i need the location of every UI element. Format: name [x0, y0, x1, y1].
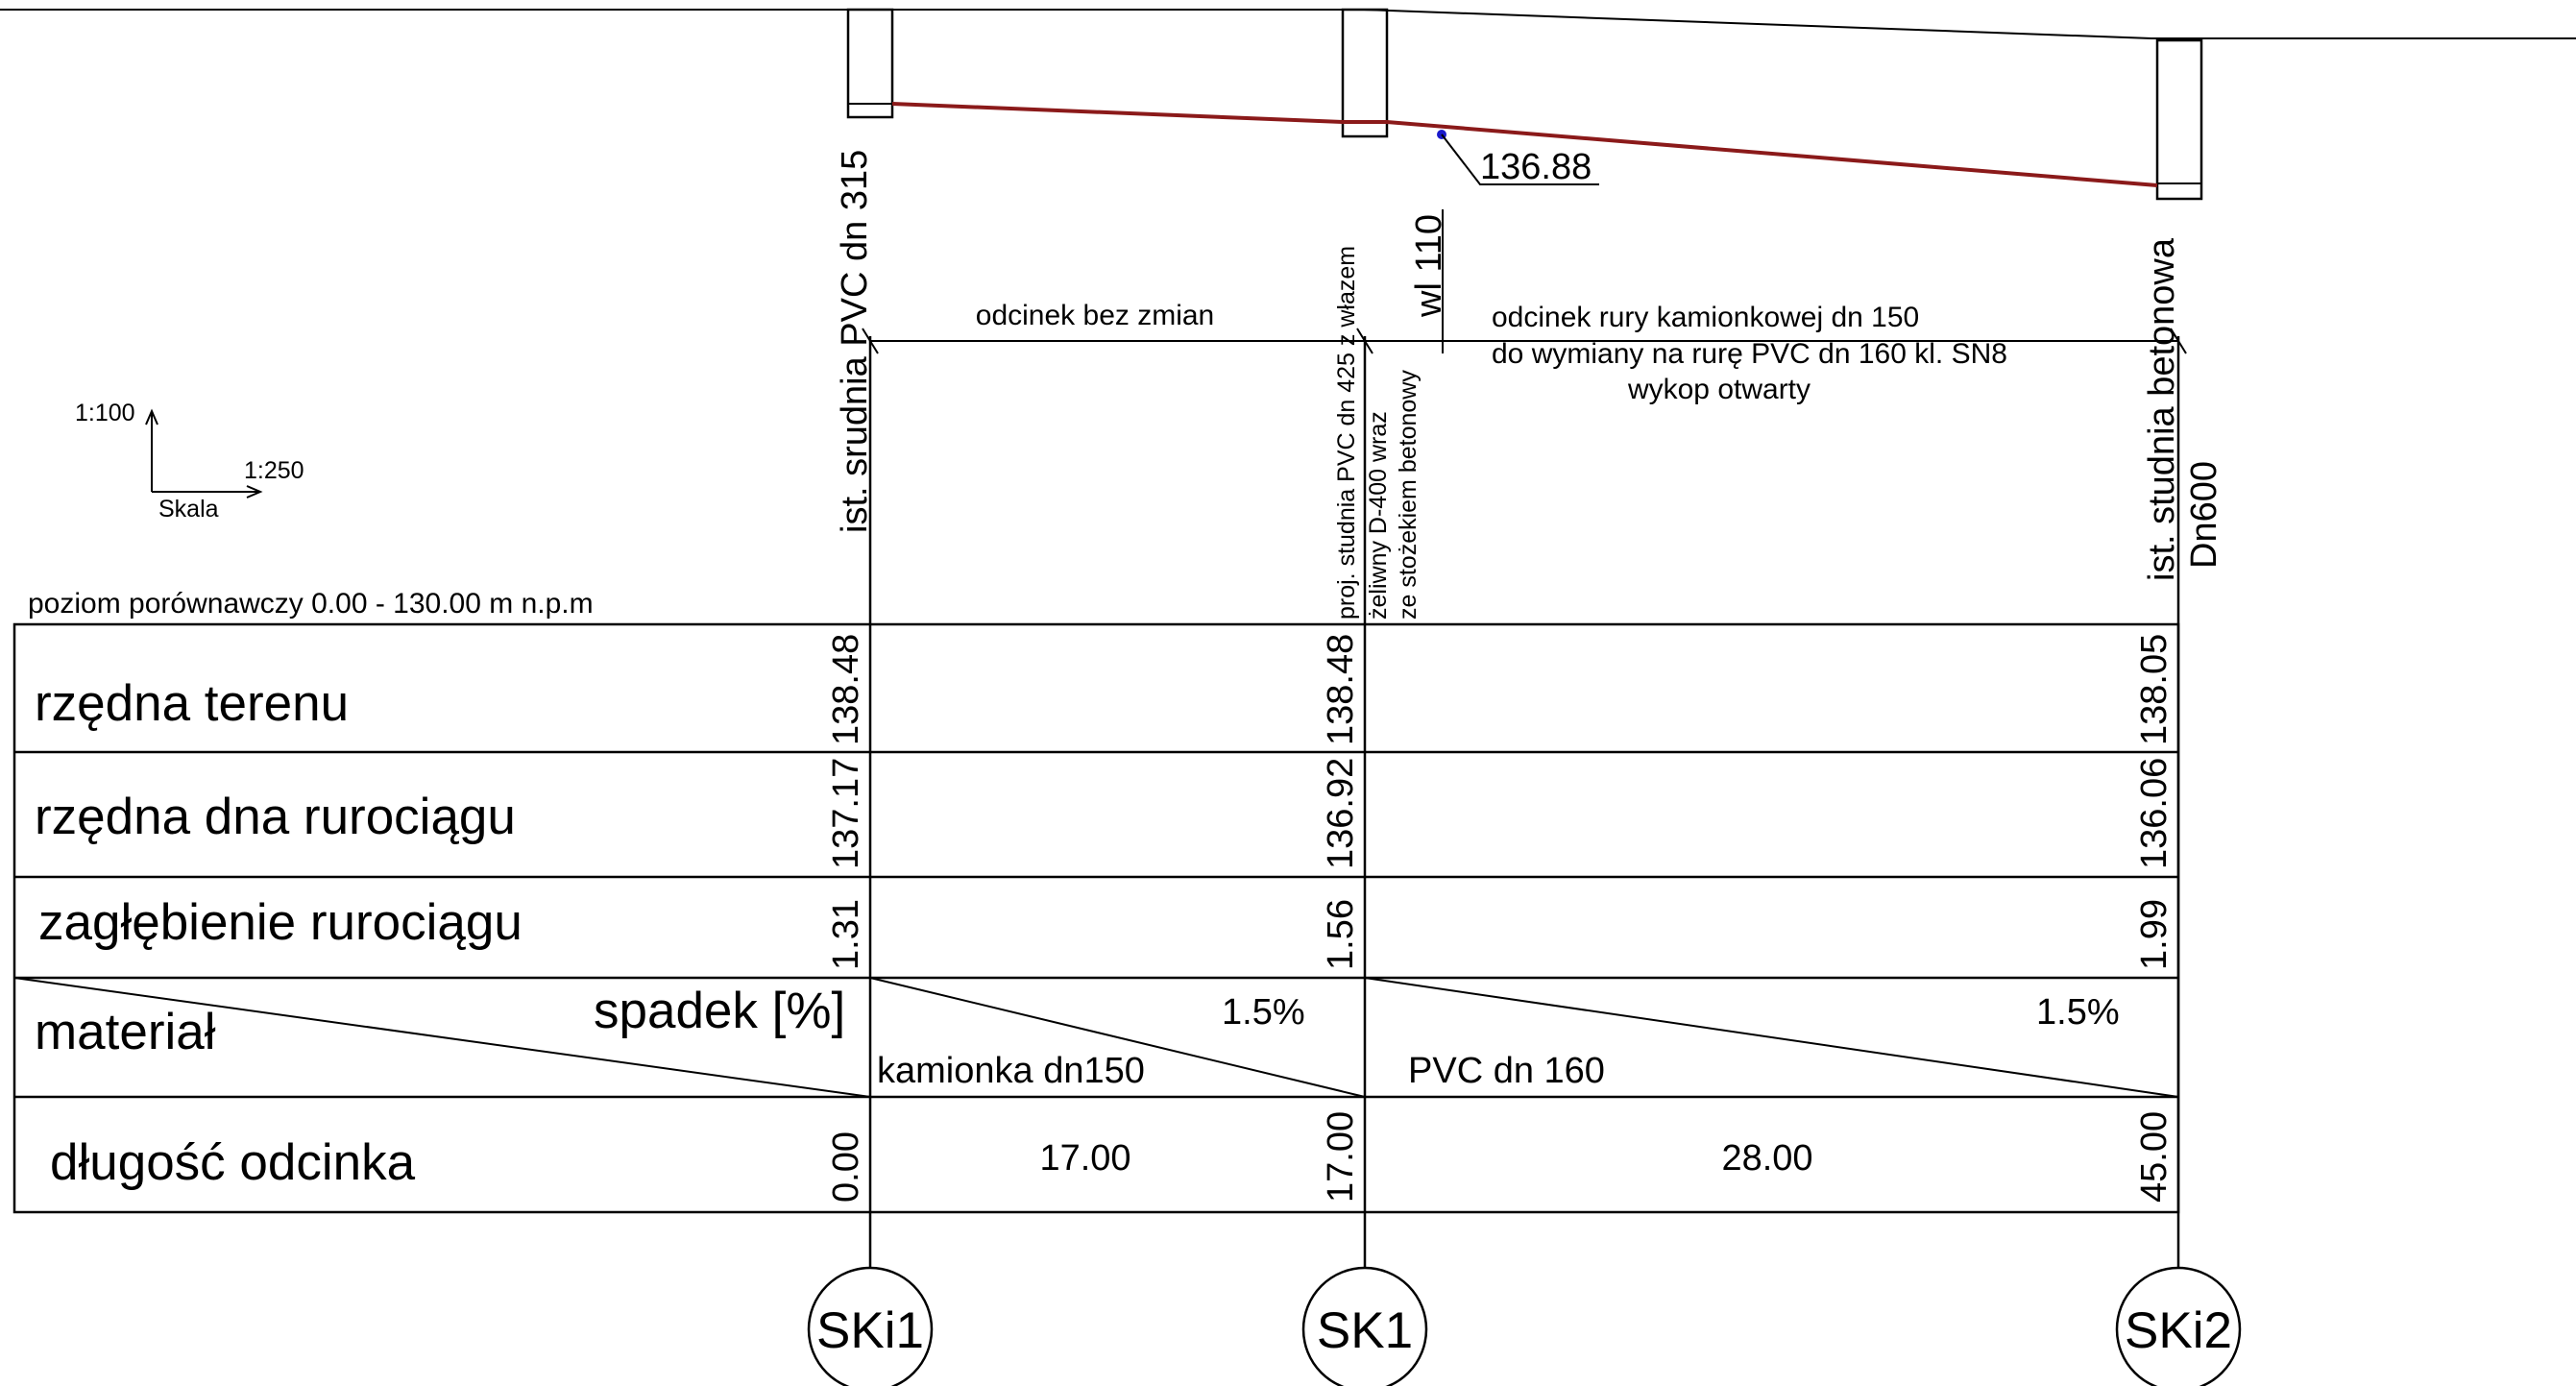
- well-id: SK1: [1317, 1302, 1413, 1359]
- well-id: SKi1: [816, 1302, 924, 1359]
- chainage-value: 45.00: [2134, 1111, 2175, 1203]
- connection-elevation: 136.88: [1480, 147, 1592, 187]
- scale-horizontal: 1:250: [244, 457, 304, 484]
- chainage-value: 0.00: [826, 1131, 866, 1203]
- invert-value: 136.92: [1321, 758, 1361, 869]
- scale-indicator: 1:100 1:250 Skala: [75, 400, 304, 523]
- pipe-line: [891, 102, 2158, 187]
- well-description-ski1: ist. srudnia PVC dn 315: [835, 150, 875, 533]
- well-marker-ski1: SKi1: [807, 1266, 934, 1386]
- segment-length: 17.00: [1039, 1138, 1130, 1179]
- well-shaft-ski2: [2155, 38, 2203, 201]
- connection-label: wl 110: [1409, 214, 1449, 318]
- segment-slope: 1.5%: [2036, 992, 2120, 1033]
- row-label-depth: zagłębienie rurociągu: [38, 894, 522, 951]
- invert-value: 136.06: [2134, 758, 2175, 869]
- well-shaft-sk1: [1341, 8, 1389, 138]
- row-label-invert: rzędna dna rurociągu: [35, 789, 516, 845]
- invert-value: 137.17: [826, 758, 866, 869]
- segment-slope: 1.5%: [1222, 992, 1305, 1033]
- segment-material: PVC dn 160: [1408, 1051, 1605, 1091]
- segment-note: do wymiany na rurę PVC dn 160 kl. SN8: [1492, 338, 2007, 370]
- row-label-terrain: rzędna terenu: [35, 675, 349, 732]
- depth-value: 1.99: [2134, 899, 2175, 970]
- row-label-slope: spadek [%]: [594, 983, 845, 1039]
- well-shaft-ski1: [846, 8, 894, 119]
- segment-note: wykop otwarty: [1627, 374, 1810, 405]
- well-description-ski2-extra: Dn600: [2184, 461, 2224, 569]
- profile-table: [12, 622, 2180, 1214]
- well-marker-ski2: SKi2: [2115, 1266, 2242, 1386]
- connection-leader: [1441, 134, 1599, 185]
- terrain-line: [0, 9, 2576, 39]
- reference-level: poziom porównawczy 0.00 - 130.00 m n.p.m: [28, 588, 594, 620]
- well-marker-sk1: SK1: [1301, 1266, 1428, 1386]
- terrain-value: 138.48: [1321, 634, 1361, 745]
- well-description-sk1: proj. studnia PVC dn 425 z włazem: [1333, 246, 1360, 620]
- well-id: SKi2: [2125, 1302, 2232, 1359]
- segment-material: kamionka dn150: [877, 1051, 1145, 1091]
- dimension-tick: [862, 328, 879, 354]
- terrain-value: 138.48: [826, 634, 866, 745]
- chainage-value: 17.00: [1321, 1111, 1361, 1203]
- well-description-sk1-extra: żeliwny D-400 wraz: [1365, 411, 1392, 620]
- scale-label: Skala: [158, 496, 219, 523]
- well-description-sk1-extra2: ze stożekiem betonowy: [1395, 370, 1422, 620]
- segment-length: 28.00: [1721, 1138, 1812, 1179]
- scale-vertical: 1:100: [75, 400, 135, 426]
- dimension-tick: [2170, 328, 2187, 354]
- terrain-value: 138.05: [2134, 634, 2175, 745]
- dimension-tick: [1356, 328, 1373, 354]
- row-label-length: długość odcinka: [50, 1134, 416, 1191]
- segment-note: odcinek rury kamionkowej dn 150: [1492, 302, 1919, 333]
- depth-value: 1.31: [826, 899, 866, 970]
- depth-value: 1.56: [1321, 899, 1361, 970]
- row-label-material: materiał: [35, 1004, 216, 1060]
- segment-note: odcinek bez zmian: [976, 300, 1214, 331]
- well-description-ski2: ist. studnia betonowa: [2142, 237, 2182, 581]
